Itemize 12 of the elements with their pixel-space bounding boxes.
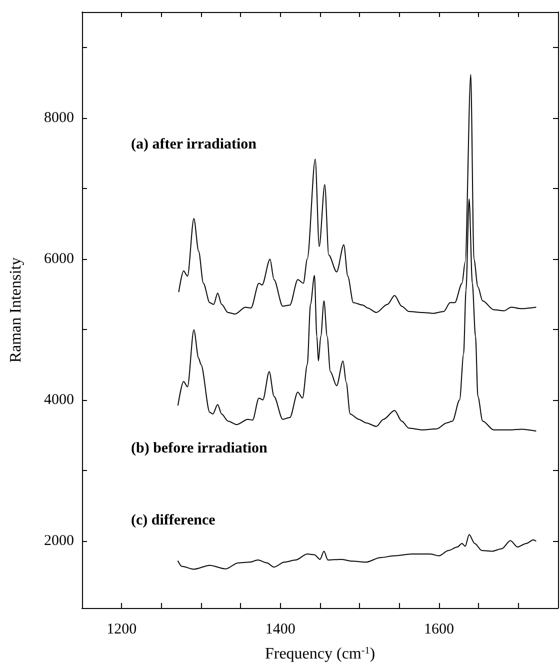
y-axis-title: Raman Intensity [8, 257, 24, 363]
y-tick-label: 2000 [44, 532, 74, 549]
annotation: (a) after irradiation [131, 136, 258, 152]
annotation: (c) difference [131, 512, 216, 528]
annotation: (b) before irradiation [131, 440, 268, 456]
y-tick-label: 4000 [44, 392, 74, 408]
x-tick-label: 1400 [265, 622, 296, 638]
y-tick-label: 8000 [44, 110, 74, 126]
y-tick-label: 6000 [44, 250, 74, 267]
line-series [177, 534, 536, 570]
x-tick-label: 1200 [106, 622, 137, 638]
x-tick-label: 1600 [424, 622, 454, 638]
